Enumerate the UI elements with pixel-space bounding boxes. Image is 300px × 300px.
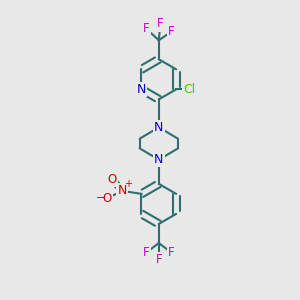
Text: N: N bbox=[137, 83, 146, 96]
Text: F: F bbox=[157, 17, 164, 31]
Text: N: N bbox=[154, 153, 164, 166]
Text: N: N bbox=[154, 121, 164, 134]
Text: N: N bbox=[118, 184, 127, 197]
Text: F: F bbox=[168, 26, 175, 38]
Text: F: F bbox=[143, 246, 150, 259]
Text: F: F bbox=[143, 22, 150, 35]
Text: +: + bbox=[124, 179, 132, 189]
Text: O: O bbox=[107, 172, 117, 186]
Text: F: F bbox=[155, 253, 162, 266]
Text: F: F bbox=[168, 246, 175, 259]
Text: O: O bbox=[102, 192, 112, 205]
Text: −: − bbox=[96, 193, 105, 203]
Text: Cl: Cl bbox=[183, 83, 196, 96]
